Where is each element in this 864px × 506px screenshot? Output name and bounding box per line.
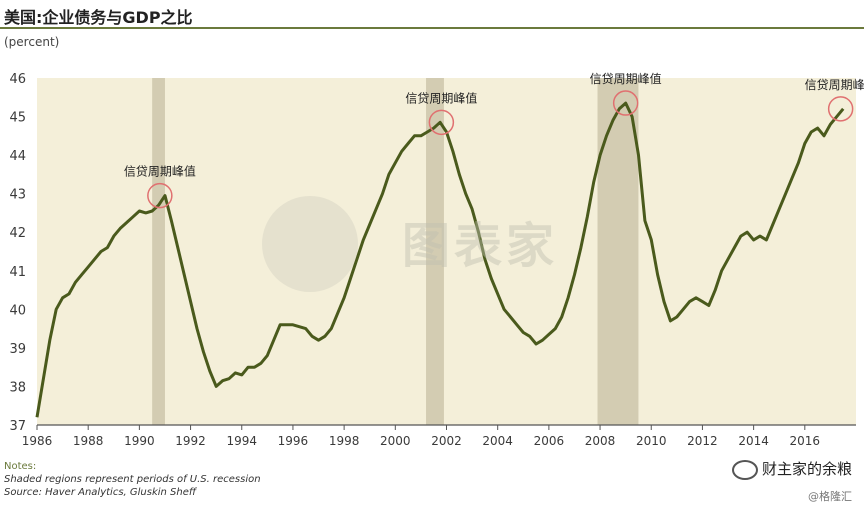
chart-notes: Notes: Shaded regions represent periods … xyxy=(4,460,261,499)
x-tick-label: 2002 xyxy=(431,434,462,448)
y-tick-label: 45 xyxy=(9,111,26,126)
x-tick-label: 1992 xyxy=(175,434,206,448)
recession-band xyxy=(152,78,165,425)
x-tick-label: 2004 xyxy=(482,434,513,448)
x-tick-label: 1986 xyxy=(22,434,53,448)
x-tick-label: 1994 xyxy=(226,434,257,448)
recession-band xyxy=(597,78,639,425)
recession-band xyxy=(426,78,444,425)
y-tick-label: 42 xyxy=(9,226,26,241)
notes-heading: Notes: xyxy=(4,461,37,472)
x-tick-label: 1998 xyxy=(329,434,360,448)
peak-marker-circle xyxy=(147,182,173,209)
peak-marker-circle xyxy=(827,96,854,122)
notes-line-2: Source: Haver Analytics, Gluskin Sheff xyxy=(4,487,197,498)
x-tick-label: 2000 xyxy=(380,434,411,448)
recession-bands xyxy=(152,78,639,425)
wechat-icon xyxy=(731,459,758,480)
x-tick-label: 2010 xyxy=(636,434,667,448)
x-tick-label: 2016 xyxy=(790,434,821,448)
notes-line-1: Shaded regions represent periods of U.S.… xyxy=(4,474,261,485)
y-tick-label: 44 xyxy=(9,149,26,164)
x-axis: 1986 1988 1990 1992 1994 1996 1998 2000 2002 2004… xyxy=(22,425,820,448)
y-tick-label: 38 xyxy=(9,380,26,395)
x-tick-label: 2014 xyxy=(738,434,769,448)
chart-title: 美国:企业债务与GDP之比 xyxy=(4,8,193,27)
y-axis: 37 38 39 40 41 42 43 44 45 46 xyxy=(9,72,26,434)
x-tick-label: 1990 xyxy=(124,434,155,448)
y-tick-label: 37 xyxy=(9,419,26,434)
peak-annotation-label: 信贷周期峰值 xyxy=(124,164,196,179)
title-divider xyxy=(0,27,864,29)
y-tick-label: 41 xyxy=(9,265,26,280)
y-tick-label: 46 xyxy=(9,72,26,87)
peak-annotation-label: 信贷周期峰值 xyxy=(590,71,662,86)
brand-name: 财主家的余粮 xyxy=(761,460,852,478)
y-tick-label: 39 xyxy=(9,342,26,357)
x-tick-label: 1996 xyxy=(278,434,309,448)
annotations: 信贷周期峰值信贷周期峰值信贷周期峰值信贷周期峰值 xyxy=(124,71,864,209)
peak-annotation-label: 信贷周期峰值 xyxy=(405,90,477,105)
peak-marker-circle xyxy=(428,109,455,136)
series-line xyxy=(35,101,845,418)
y-tick-label: 43 xyxy=(9,188,26,203)
y-axis-unit-label: (percent) xyxy=(4,35,60,49)
peak-marker-circle xyxy=(612,90,639,116)
x-tick-label: 2012 xyxy=(687,434,718,448)
y-tick-label: 40 xyxy=(9,303,26,318)
brand: 财主家的余粮 @格隆汇 xyxy=(731,458,852,504)
brand-row: 财主家的余粮 xyxy=(731,458,852,480)
peak-annotation-label: 信贷周期峰值 xyxy=(805,77,864,92)
x-tick-label: 1988 xyxy=(73,434,104,448)
brand-source: @格隆汇 xyxy=(808,489,852,503)
x-tick-label: 2008 xyxy=(585,434,616,448)
x-tick-label: 2006 xyxy=(534,434,565,448)
